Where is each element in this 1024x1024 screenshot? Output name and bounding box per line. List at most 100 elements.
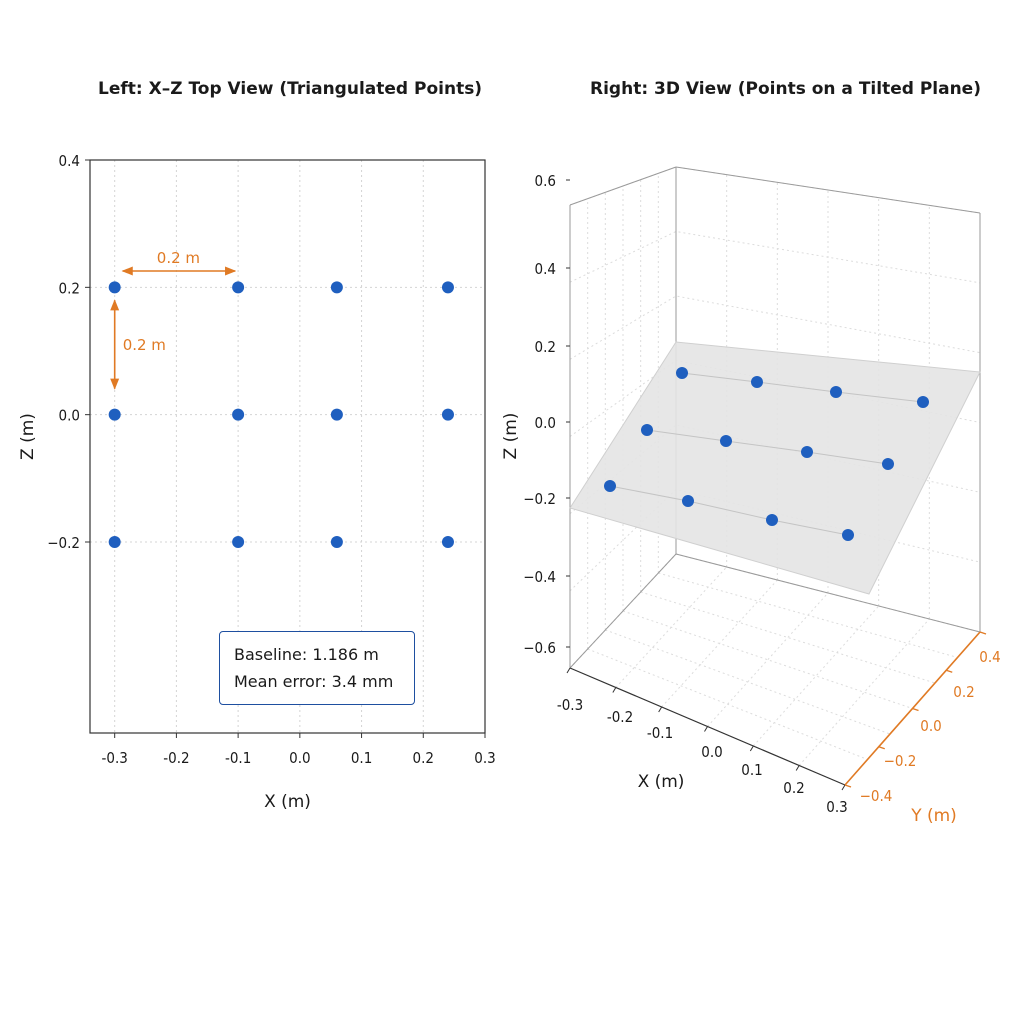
- x-tick-label: -0.3: [102, 749, 128, 767]
- x-tick-mark: [658, 706, 663, 713]
- data-point: [232, 281, 245, 294]
- floor-grid-line: [640, 591, 936, 684]
- z-tick-label: 0.4: [59, 152, 80, 170]
- box-edge: [675, 166, 981, 214]
- data-point: [720, 435, 732, 447]
- y-tick-label: −0.4: [860, 787, 893, 805]
- x-tick-mark: [749, 745, 754, 752]
- x-tick-mark: [795, 765, 800, 771]
- floor-grid-line: [605, 629, 891, 735]
- box-edge: [569, 553, 677, 669]
- data-point: [676, 367, 688, 379]
- y-tick-mark: [946, 669, 953, 673]
- wall-grid-line: [569, 166, 981, 214]
- data-point: [232, 536, 245, 548]
- left-chart-title: Left: X–Z Top View (Triangulated Points): [98, 79, 483, 99]
- y-tick-mark: [979, 631, 987, 635]
- z-tick-label: −0.4: [523, 568, 556, 586]
- z-tick-label: −0.2: [47, 534, 80, 552]
- horizontal-dimension-label: 0.2 m: [157, 249, 200, 267]
- point-row-line: [646, 429, 889, 465]
- z-tick-label: 0.2: [59, 279, 80, 297]
- x-tick-label: 0.3: [826, 798, 847, 816]
- z-tick-label: −0.6: [523, 639, 556, 657]
- z-axis-label: Z (m): [501, 413, 521, 460]
- y-axis-label: Y (m): [910, 806, 957, 826]
- z-tick-label: −0.2: [523, 490, 556, 508]
- mean-error-row: Mean error: 3.4 mm: [234, 668, 400, 695]
- wall-grid-line: [569, 230, 981, 284]
- x-tick-label: 0.0: [289, 749, 310, 767]
- data-point: [751, 376, 763, 388]
- floor-grid-line: [658, 572, 958, 658]
- data-point: [441, 281, 454, 294]
- x-tick-label: -0.2: [607, 708, 633, 726]
- z-tick-label: 0.0: [535, 414, 556, 432]
- box-edge: [675, 553, 981, 633]
- z-axis-label: Z (m): [18, 413, 38, 460]
- data-point: [108, 536, 121, 548]
- mean-error-label: Mean error:: [234, 672, 327, 691]
- data-point: [842, 529, 854, 541]
- x-tick-label: 0.1: [351, 749, 372, 767]
- tilted-plane: [569, 341, 981, 595]
- y-tick-label: 0.4: [979, 648, 1000, 666]
- data-point: [330, 281, 343, 294]
- data-point: [917, 396, 929, 408]
- point-row-line: [609, 485, 849, 536]
- wall-grid-line: [569, 295, 981, 360]
- data-point: [882, 458, 894, 470]
- x-tick-mark: [612, 687, 617, 693]
- data-point: [830, 386, 842, 398]
- data-point: [108, 408, 121, 421]
- x-tick-label: -0.1: [225, 749, 251, 767]
- x-tick-label: 0.2: [413, 749, 434, 767]
- data-point: [604, 480, 616, 492]
- data-point: [766, 514, 778, 526]
- data-point: [108, 281, 121, 294]
- floor-grid-line: [587, 648, 868, 760]
- data-point: [330, 408, 343, 421]
- info-box: Baseline: 1.186 m Mean error: 3.4 mm: [219, 631, 415, 705]
- wall-grid-line: [569, 553, 981, 669]
- mean-error-value: 3.4 mm: [331, 672, 394, 691]
- floor-grid-line: [707, 592, 829, 727]
- x-tick-label: 0.3: [474, 749, 495, 767]
- point-row-line: [681, 372, 924, 403]
- z-tick-label: 0.4: [535, 260, 556, 278]
- x-tick-label: 0.1: [741, 761, 762, 779]
- baseline-label: Baseline:: [234, 645, 308, 664]
- y-tick-label: −0.2: [884, 752, 917, 770]
- x-tick-label: -0.3: [557, 696, 583, 714]
- x-axis-label: X (m): [638, 772, 685, 792]
- vertical-dimension-label: 0.2 m: [123, 336, 166, 354]
- data-point: [801, 446, 813, 458]
- x-tick-label: -0.1: [647, 724, 673, 742]
- y-tick-mark: [878, 746, 885, 750]
- data-point: [441, 536, 454, 548]
- x-tick-mark: [841, 784, 846, 791]
- data-point: [441, 408, 454, 421]
- x-tick-label: 0.0: [701, 743, 722, 761]
- x-tick-label: 0.2: [783, 779, 804, 797]
- floor-grid-line: [622, 610, 913, 709]
- x-tick-mark: [704, 726, 708, 732]
- z-tick-label: 0.0: [59, 407, 80, 425]
- y-tick-mark: [912, 707, 919, 712]
- plot-frame: [89, 159, 486, 734]
- y-tick-label: 0.2: [953, 683, 974, 701]
- data-point: [641, 424, 653, 436]
- y-tick-label: 0.0: [920, 717, 941, 735]
- x-tick-label: -0.2: [163, 749, 189, 767]
- right-chart-title: Right: 3D View (Points on a Tilted Plane…: [590, 79, 981, 99]
- y-tick-mark: [844, 784, 852, 788]
- baseline-value: 1.186 m: [312, 645, 379, 664]
- data-point: [232, 408, 245, 421]
- baseline-row: Baseline: 1.186 m: [234, 641, 400, 668]
- data-point: [330, 536, 343, 548]
- floor-grid-line: [752, 605, 880, 747]
- x-tick-mark: [566, 667, 571, 674]
- z-tick-label: 0.2: [535, 338, 556, 356]
